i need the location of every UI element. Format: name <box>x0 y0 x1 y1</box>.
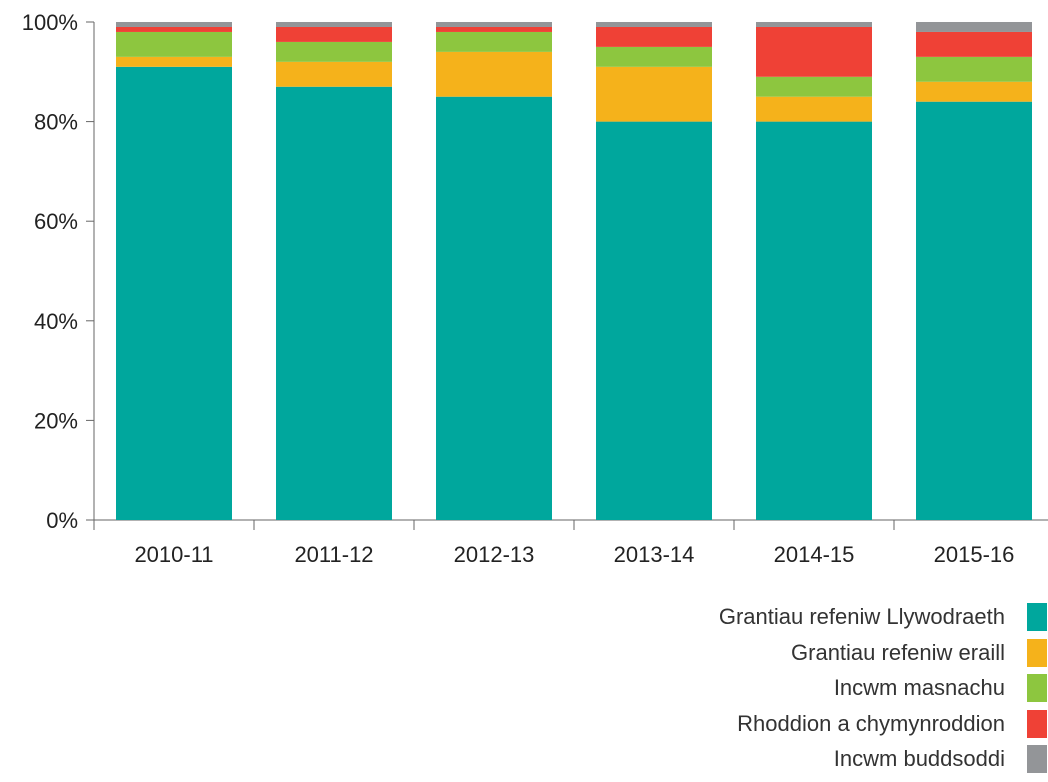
bar-segment <box>596 66 712 122</box>
x-tick-label: 2013-14 <box>614 542 695 567</box>
bar-segment <box>436 96 552 520</box>
stacked-bar-chart: 0% 20% 40% 60% 80% 100% 2010-11 2011-12 2012-13… <box>22 10 1048 567</box>
y-axis: 0% 20% 40% 60% 80% 100% <box>22 10 95 533</box>
x-tick-label: 2010-11 <box>134 542 213 567</box>
legend-label: Incwm masnachu <box>833 675 1005 700</box>
bar-segment <box>276 26 392 42</box>
y-tick-label: 0% <box>46 508 78 533</box>
bar-segment <box>276 22 392 27</box>
legend-label: Rhoddion a chymynroddion <box>737 710 1005 736</box>
legend-item: Grantiau refeniw eraill <box>0 638 1048 667</box>
bar-segment <box>756 26 872 77</box>
legend-item: Incwm buddsoddi <box>0 745 1048 773</box>
bar-segment <box>916 81 1032 102</box>
legend-label: Grantiau refeniw eraill <box>791 639 1005 665</box>
bar-segment <box>916 101 1032 521</box>
legend: Grantiau refeniw Llywodraeth Grantiau ref… <box>0 603 1048 781</box>
bar-segment <box>916 22 1032 32</box>
legend-label: Incwm buddsoddi <box>833 746 1005 771</box>
bar-segment <box>916 56 1032 82</box>
legend-label: Grantiau refeniw Llywodraeth <box>718 604 1005 629</box>
bar-segment <box>756 76 872 97</box>
bar-segment <box>276 86 392 521</box>
y-tick-label: 100% <box>22 10 78 35</box>
bar-segment <box>116 31 232 57</box>
bars <box>116 22 1032 521</box>
bar-segment <box>436 51 552 97</box>
x-tick-label: 2015-16 <box>934 542 1015 567</box>
legend-item: Grantiau refeniw Llywodraeth <box>0 603 1048 631</box>
y-tick-label: 40% <box>34 309 78 334</box>
bar-segment <box>116 26 232 32</box>
bar-segment <box>436 31 552 52</box>
legend-swatch <box>1027 674 1047 702</box>
bar-segment <box>756 121 872 520</box>
legend-swatch <box>1027 603 1047 631</box>
bar-segment <box>116 56 232 67</box>
bar-segment <box>596 22 712 27</box>
bar-segment <box>436 26 552 32</box>
bar-segment <box>756 22 872 27</box>
bar-segment <box>116 22 232 27</box>
y-tick-label: 20% <box>34 408 78 433</box>
legend-swatch <box>1027 745 1047 773</box>
x-tick-label: 2011-12 <box>294 542 373 567</box>
legend-item: Rhoddion a chymynroddion <box>0 709 1048 738</box>
legend-item: Incwm masnachu <box>0 674 1048 702</box>
y-tick-label: 80% <box>34 110 78 135</box>
bar-segment <box>916 31 1032 57</box>
bar-segment <box>596 46 712 67</box>
x-axis: 2010-11 2011-12 2012-13 2013-14 2014-15 2015-… <box>93 519 1048 567</box>
y-tick-label: 60% <box>34 209 78 234</box>
bar-segment <box>116 66 232 520</box>
bar-segment <box>436 22 552 27</box>
x-tick-label: 2012-13 <box>454 542 535 567</box>
bar-segment <box>596 26 712 47</box>
bar-segment <box>756 96 872 122</box>
legend-swatch <box>1027 638 1047 667</box>
x-tick-label: 2014-15 <box>774 542 855 567</box>
bar-segment <box>596 121 712 520</box>
legend-swatch <box>1027 709 1047 738</box>
bar-segment <box>276 41 392 62</box>
bar-segment <box>276 61 392 87</box>
